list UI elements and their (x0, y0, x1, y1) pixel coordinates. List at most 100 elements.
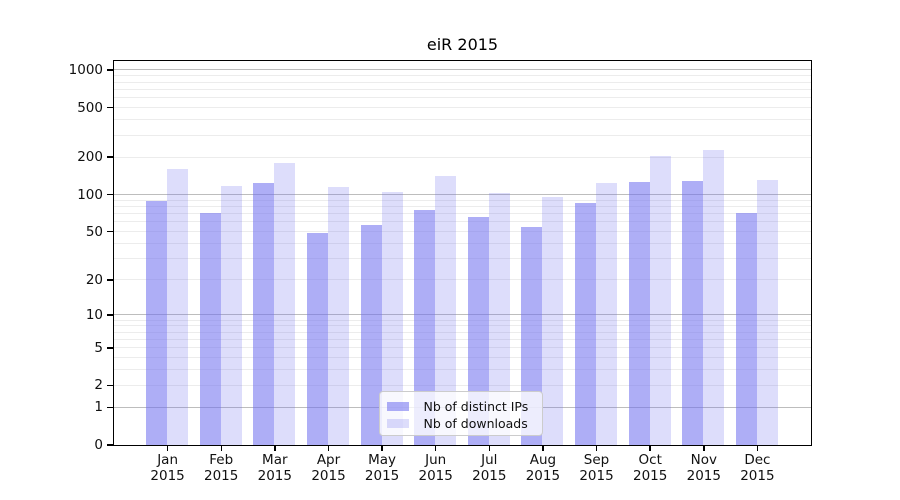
x-tick-month: Oct (638, 452, 662, 468)
chart-title: eiR 2015 (426, 35, 499, 54)
y-tick-label: 1 (94, 399, 103, 416)
legend: Nb of distinct IPs Nb of downloads (378, 390, 543, 436)
x-tick-label: Feb 2015 (189, 452, 253, 484)
y-tick-label: 100 (77, 186, 103, 203)
y-tick-mark (107, 156, 113, 158)
bar-sep-downloads (596, 183, 617, 445)
x-tick-mark (756, 446, 759, 451)
gridline-minor (113, 205, 811, 207)
y-tick-label: 50 (85, 223, 103, 240)
x-tick-mark (488, 446, 491, 451)
legend-swatch-distinct-ips (386, 402, 409, 411)
gridline-minor (113, 231, 811, 233)
x-tick-year: 2015 (740, 468, 775, 484)
x-tick-label: Apr 2015 (297, 452, 361, 484)
x-tick-year: 2015 (204, 468, 239, 484)
gridline-minor (113, 107, 811, 108)
y-tick-label: 2 (94, 377, 103, 394)
gridline-major (113, 314, 811, 316)
gridline-minor (113, 213, 811, 215)
bar-jan-distinct-ips (146, 200, 168, 445)
x-tick-mark (434, 446, 437, 451)
bar-sep-distinct-ips (575, 203, 596, 445)
y-tick-mark (107, 444, 113, 446)
bar-may-distinct-ips (360, 225, 382, 445)
bar-jan-downloads (167, 169, 189, 445)
bar-aug-downloads (542, 197, 564, 445)
y-tick-label: 1000 (68, 61, 103, 78)
x-tick-mark (166, 446, 169, 451)
gridline-minor (113, 319, 811, 321)
gridline-minor (113, 357, 811, 359)
bar-dec-downloads (756, 180, 778, 445)
x-tick-month: Feb (209, 452, 234, 468)
x-tick-year: 2015 (579, 468, 614, 484)
x-tick-mark (649, 446, 651, 451)
bar-apr-downloads (328, 187, 349, 445)
x-tick-month: Dec (744, 452, 771, 468)
x-tick-month: May (368, 452, 397, 468)
x-tick-month: Jun (425, 452, 447, 468)
x-tick-label: Oct 2015 (618, 452, 682, 484)
x-tick-month: Sep (583, 452, 610, 468)
x-tick-label: Aug 2015 (511, 452, 575, 484)
x-tick-label: Nov 2015 (672, 452, 736, 484)
x-tick-year: 2015 (418, 468, 453, 484)
x-tick-month: Jul (481, 452, 498, 468)
x-tick-label: Jun 2015 (404, 452, 468, 484)
bar-aug-distinct-ips (521, 227, 543, 445)
gridline-minor (113, 156, 811, 158)
legend-label-distinct-ips: Nb of distinct IPs (423, 399, 529, 414)
x-tick-mark (595, 446, 598, 451)
bar-jul-downloads (488, 193, 510, 445)
gridline-minor (113, 97, 811, 99)
x-tick-mark (274, 446, 276, 451)
legend-swatch-downloads (386, 419, 409, 428)
x-tick-month: Nov (690, 452, 717, 468)
gridline-minor (113, 199, 811, 201)
bar-jun-distinct-ips (414, 210, 436, 445)
bar-oct-distinct-ips (628, 182, 650, 445)
x-tick-year: 2015 (311, 468, 346, 484)
bar-dec-distinct-ips (735, 213, 757, 445)
y-tick-label: 20 (85, 271, 103, 288)
y-tick-mark (107, 193, 113, 196)
x-tick-month: Aug (529, 452, 557, 468)
y-tick-mark (107, 106, 113, 109)
gridline-minor (113, 242, 811, 244)
y-tick-mark (107, 279, 113, 281)
y-tick-label: 500 (77, 99, 103, 116)
legend-label-downloads: Nb of downloads (423, 416, 528, 431)
x-tick-label: Dec 2015 (725, 452, 789, 484)
bar-nov-downloads (703, 149, 725, 445)
gridline-minor (113, 75, 811, 77)
gridline-minor (113, 279, 811, 281)
bar-mar-downloads (274, 163, 296, 445)
x-tick-mark (542, 446, 544, 451)
y-tick-mark (107, 314, 113, 316)
x-tick-mark (327, 446, 330, 451)
bar-apr-distinct-ips (307, 233, 328, 445)
x-tick-label: May 2015 (350, 452, 414, 484)
y-tick-mark (107, 406, 113, 409)
legend-item-distinct-ips: Nb of distinct IPs (380, 399, 542, 415)
gridline-minor (113, 81, 811, 83)
bar-feb-downloads (220, 185, 242, 445)
x-tick-year: 2015 (257, 468, 292, 484)
gridline-minor (113, 384, 811, 386)
gridline-minor (113, 119, 811, 121)
x-tick-year: 2015 (525, 468, 561, 484)
y-tick-label: 0 (94, 437, 103, 453)
gridline-minor (113, 325, 811, 327)
x-tick-year: 2015 (472, 468, 507, 484)
bar-may-downloads (381, 192, 403, 445)
x-tick-year: 2015 (364, 468, 400, 484)
x-tick-year: 2015 (686, 468, 721, 484)
gridline-minor (113, 369, 811, 371)
gridline-minor (113, 88, 811, 90)
gridline-minor (113, 347, 811, 349)
x-tick-label: Jul 2015 (457, 452, 521, 484)
y-tick-label: 200 (77, 149, 103, 166)
y-tick-mark (107, 230, 113, 233)
